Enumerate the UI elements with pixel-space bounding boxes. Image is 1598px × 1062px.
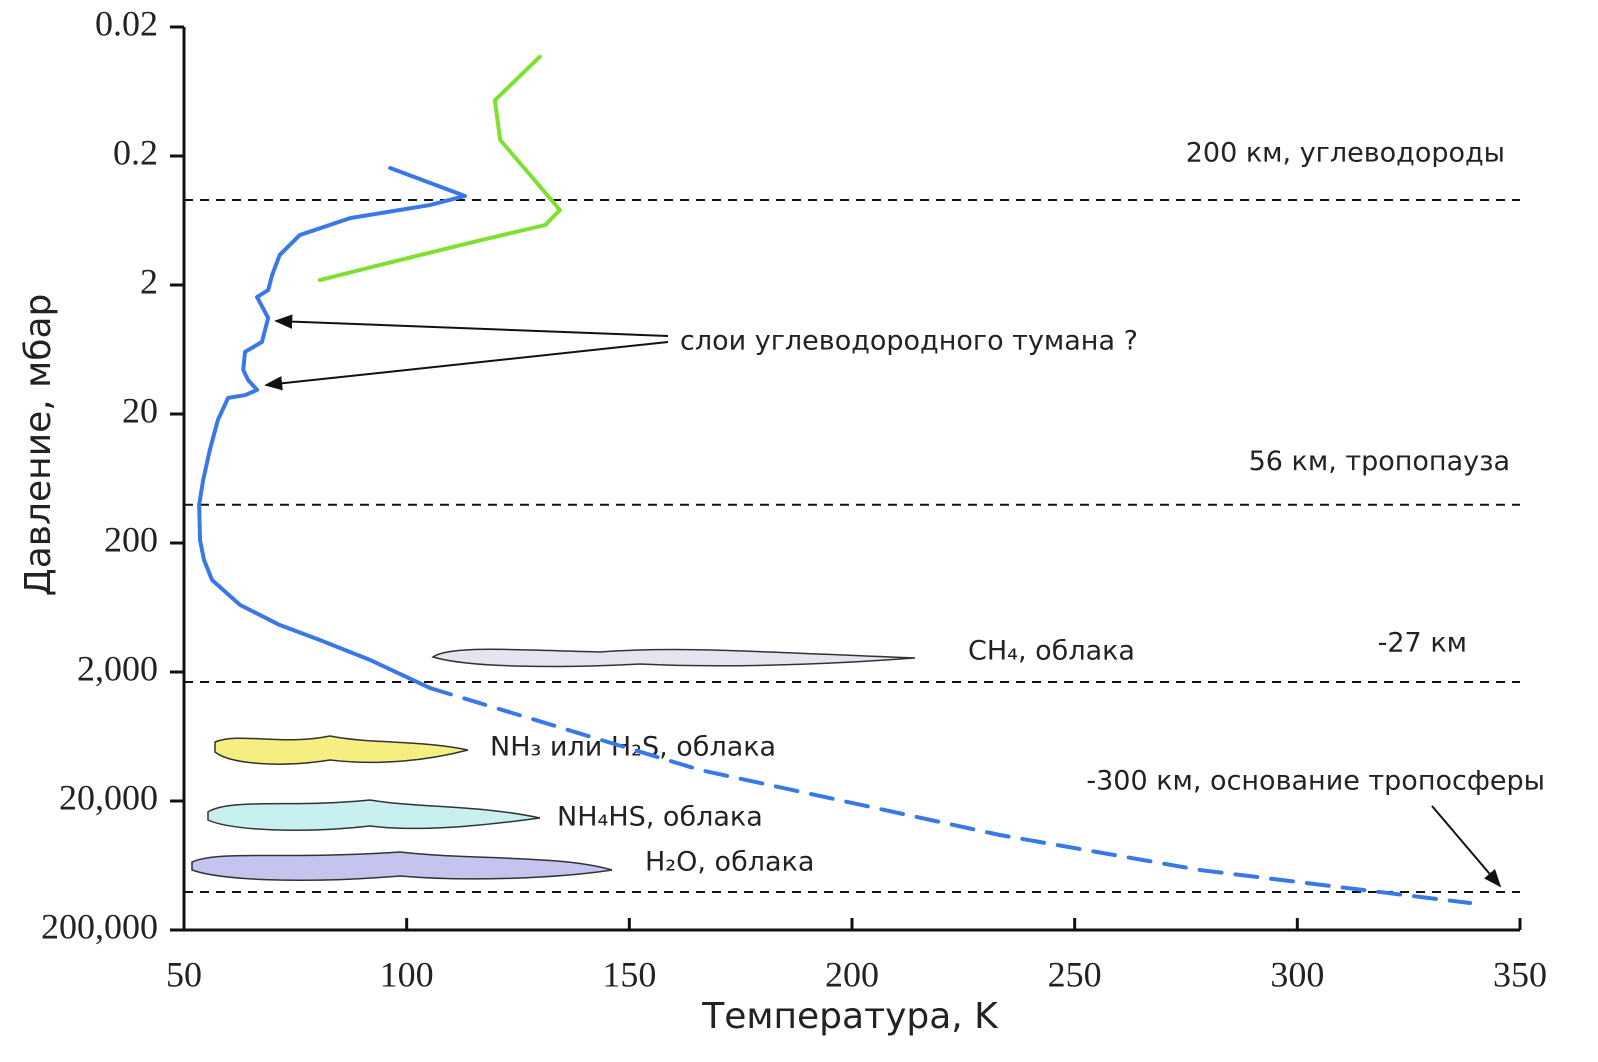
arrow xyxy=(274,314,669,337)
y-tick-label: 20 xyxy=(122,390,158,430)
x-tick-label: 100 xyxy=(380,954,434,994)
arrow xyxy=(1431,805,1502,888)
x-tick-label: 250 xyxy=(1048,954,1102,994)
reference-label: -27 км xyxy=(1378,627,1467,658)
series-line xyxy=(197,166,468,690)
x-tick-label: 350 xyxy=(1493,954,1547,994)
cloud-nh4hs xyxy=(207,799,541,831)
annotation: слои углеводородного тумана ? xyxy=(680,326,1138,357)
y-tick-label: 200 xyxy=(104,519,158,559)
series-line xyxy=(317,54,562,283)
cloud-h2o xyxy=(191,851,613,881)
x-tick-label: 50 xyxy=(166,954,202,994)
reference-label: 200 км, углеводороды xyxy=(1186,138,1505,169)
cloud-ch4 xyxy=(431,648,916,668)
cloud-label: NH₄HS, облака xyxy=(557,802,763,833)
cloud-label: H₂O, облака xyxy=(645,847,814,878)
y-tick-label: 0.2 xyxy=(113,132,158,172)
x-axis-title: Температура, K xyxy=(701,996,999,1037)
y-tick-label: 0.02 xyxy=(95,3,158,43)
reference-label: 56 км, тропопауза xyxy=(1249,446,1510,477)
cloud-label: NH₃ или H₂S, облака xyxy=(490,732,776,763)
series-line xyxy=(427,685,1473,906)
x-tick-label: 150 xyxy=(602,954,656,994)
arrow xyxy=(264,341,669,391)
y-axis-title: Давление, мбар xyxy=(18,294,59,597)
cloud-nh3 xyxy=(214,735,469,765)
x-tick-label: 200 xyxy=(825,954,879,994)
reference-label: -300 км, основание тропосферы xyxy=(1086,765,1545,796)
y-tick-label: 2,000 xyxy=(77,648,158,688)
y-tick-label: 2 xyxy=(140,261,158,301)
y-tick-label: 200,000 xyxy=(41,906,158,946)
cloud-label: CH₄, облака xyxy=(968,636,1135,667)
y-tick-label: 20,000 xyxy=(59,777,158,817)
x-tick-label: 300 xyxy=(1270,954,1324,994)
